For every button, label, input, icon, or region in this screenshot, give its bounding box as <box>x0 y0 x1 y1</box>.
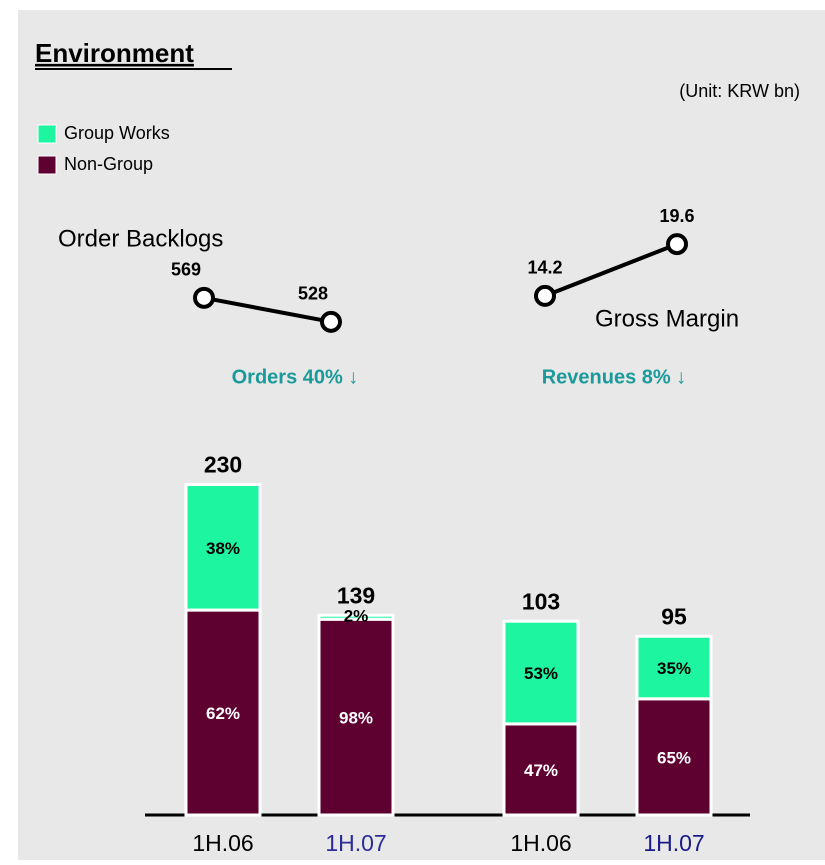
line <box>203 295 332 324</box>
total-label: 103 <box>522 588 560 614</box>
legend-label: Non-Group <box>64 154 153 174</box>
bar-segment <box>502 619 580 726</box>
segment-label: 35% <box>657 659 691 678</box>
line-point <box>193 286 215 309</box>
legend-swatch <box>37 124 57 144</box>
line-point <box>534 284 556 307</box>
point-label: 528 <box>298 284 328 304</box>
bar-segment <box>635 697 713 817</box>
x-tick-label: 1H.06 <box>510 830 571 856</box>
segment-label: 38% <box>206 539 240 558</box>
segment-label: 2% <box>344 607 369 626</box>
segment-label: 62% <box>206 704 240 723</box>
line-point <box>320 310 342 333</box>
line <box>544 242 678 298</box>
annotation: Revenues 8% ↓ <box>542 366 687 388</box>
total-label: 95 <box>661 603 687 629</box>
x-tick-label: 1H.07 <box>643 830 704 856</box>
bar-segment <box>184 608 262 817</box>
segment-label: 65% <box>657 748 691 767</box>
total-label: 230 <box>204 452 242 478</box>
title: Environment <box>35 38 194 68</box>
point-label: 19.6 <box>659 206 694 226</box>
bar-segment <box>184 482 262 612</box>
unit: (Unit: KRW bn) <box>679 81 800 101</box>
line-title: Order Backlogs <box>58 225 223 252</box>
bar-segment <box>635 634 713 701</box>
segment-label: 53% <box>524 664 558 683</box>
point-label: 569 <box>171 260 201 280</box>
segment-label: 47% <box>524 761 558 780</box>
annotation: Orders 40% ↓ <box>232 366 359 388</box>
segment-label: 98% <box>339 709 373 728</box>
x-tick-label: 1H.06 <box>192 830 253 856</box>
legend-label: Group Works <box>64 123 170 143</box>
point-label: 14.2 <box>527 258 562 278</box>
x-tick-label: 1H.07 <box>325 830 386 856</box>
line-title: Gross Margin <box>595 305 739 332</box>
line-point <box>666 233 688 256</box>
total-label: 139 <box>337 582 375 608</box>
bar-segment <box>317 613 395 621</box>
legend-swatch <box>37 155 57 175</box>
